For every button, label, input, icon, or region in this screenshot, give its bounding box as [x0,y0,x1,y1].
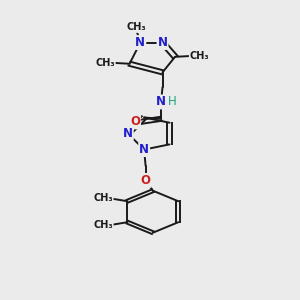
Text: N: N [123,127,133,140]
Text: CH₃: CH₃ [126,22,146,32]
Text: N: N [139,143,149,156]
Text: N: N [156,95,166,108]
Text: CH₃: CH₃ [93,220,113,230]
Text: CH₃: CH₃ [93,193,113,203]
Text: H: H [168,95,176,108]
Text: O: O [141,174,151,187]
Text: CH₃: CH₃ [95,58,115,68]
Text: N: N [135,36,146,49]
Text: O: O [130,116,140,128]
Text: CH₃: CH₃ [190,51,209,61]
Text: N: N [158,36,167,49]
